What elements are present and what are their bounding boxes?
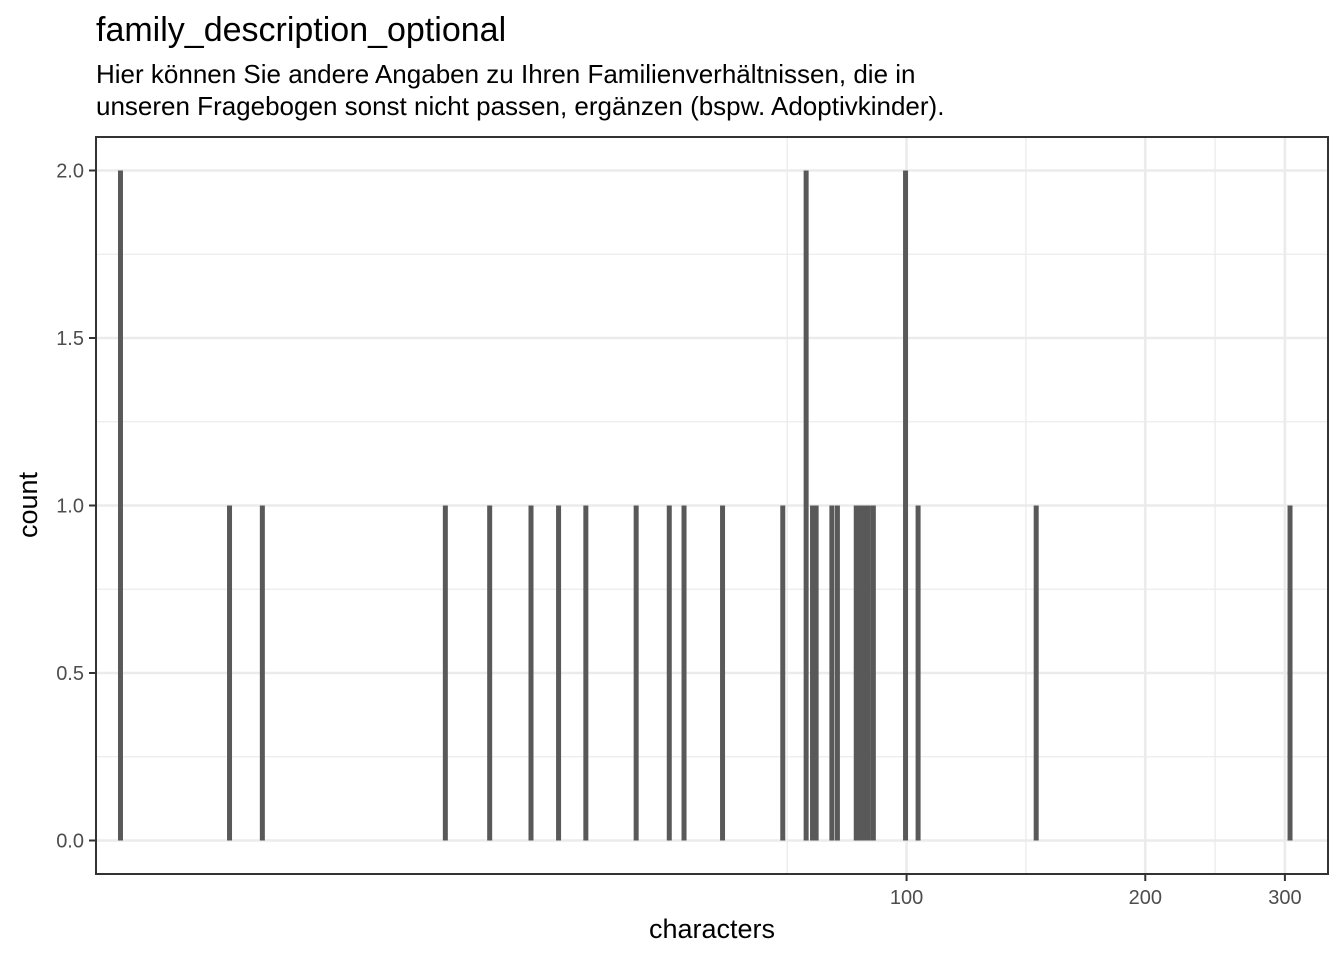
chart-subtitle-line-2: unseren Fragebogen sonst nicht passen, e… <box>96 91 944 121</box>
bar <box>720 505 726 841</box>
y-axis-title: count <box>13 471 43 538</box>
chart-title: family_description_optional <box>96 11 506 49</box>
bar <box>556 505 562 841</box>
y-axis: 0.0 0.5 1.0 1.5 2.0 <box>56 161 96 853</box>
bar <box>259 505 265 841</box>
bar <box>857 505 863 841</box>
bar <box>633 505 639 841</box>
bar <box>780 505 786 841</box>
bar <box>903 170 909 841</box>
bar <box>861 505 867 841</box>
y-tick-label: 2.0 <box>56 161 84 183</box>
bar <box>528 505 534 841</box>
bar <box>834 505 840 841</box>
bar <box>803 170 809 841</box>
x-tick-label: 100 <box>890 887 923 909</box>
bar <box>915 505 921 841</box>
bar <box>666 505 672 841</box>
chart-subtitle-line-1: Hier können Sie andere Angaben zu Ihren … <box>96 59 916 89</box>
bar <box>681 505 687 841</box>
bar <box>487 505 493 841</box>
bar <box>865 505 871 841</box>
bar <box>1033 505 1039 841</box>
x-axis-title: characters <box>649 914 775 944</box>
x-tick-label: 300 <box>1268 887 1301 909</box>
x-tick-label: 200 <box>1129 887 1162 909</box>
major-gridlines <box>96 137 1328 874</box>
y-tick-label: 0.0 <box>56 831 84 853</box>
bar <box>870 505 876 841</box>
bar <box>829 505 835 841</box>
bar <box>583 505 589 841</box>
bar <box>853 505 859 841</box>
bar <box>810 505 816 841</box>
bar <box>442 505 448 841</box>
y-tick-label: 1.5 <box>56 328 84 350</box>
bar <box>813 505 819 841</box>
bar <box>227 505 233 841</box>
x-axis: 100 200 300 <box>890 874 1302 909</box>
bar <box>1287 505 1293 841</box>
y-tick-label: 1.0 <box>56 496 84 518</box>
bar <box>117 170 123 841</box>
y-tick-label: 0.5 <box>56 663 84 685</box>
bars <box>117 170 1293 841</box>
